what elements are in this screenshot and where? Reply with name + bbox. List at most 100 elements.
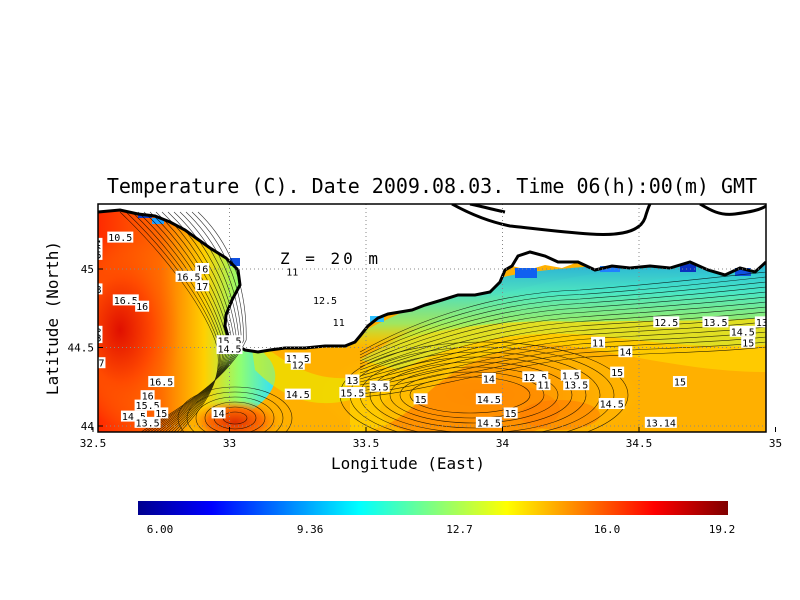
contour-label: 15 xyxy=(610,366,625,379)
y-tick-label: 45 xyxy=(81,263,94,276)
contour-label: 14.5 xyxy=(216,343,243,356)
svg-text:11: 11 xyxy=(537,381,549,392)
y-axis: 44 44.5 45 xyxy=(68,263,103,433)
svg-text:16: 16 xyxy=(196,265,208,276)
contour-label: 17 xyxy=(92,357,106,370)
x-tick-label: 35 xyxy=(769,437,782,450)
svg-text:14.5: 14.5 xyxy=(477,418,501,429)
contour-label: 16 xyxy=(195,263,210,276)
contour-label: 14 xyxy=(481,372,496,385)
contour-label: 15.5 xyxy=(216,335,243,348)
svg-text:11: 11 xyxy=(333,318,345,329)
contour-label: 15.5 xyxy=(134,399,161,412)
contour-label: 15 xyxy=(154,407,169,420)
svg-text:1.5: 1.5 xyxy=(562,371,580,382)
contour-labels: 10.54551616.517816.516831716.51615.514.5… xyxy=(92,231,796,429)
contour-label: 1.5 xyxy=(560,369,581,382)
plot-frame xyxy=(97,203,767,433)
contour-label: 3.5 xyxy=(369,380,390,393)
colorbar-tick-label: 6.00 xyxy=(147,523,174,536)
colorbar-tick-label: 12.7 xyxy=(446,523,473,536)
svg-text:16.5: 16.5 xyxy=(114,296,138,307)
svg-text:15: 15 xyxy=(505,409,517,420)
contour-label: 15.5 xyxy=(339,387,366,400)
svg-text:3.5: 3.5 xyxy=(371,382,389,393)
svg-text:14.5: 14.5 xyxy=(731,327,755,338)
contour-label: 17 xyxy=(195,280,210,293)
svg-text:15.5: 15.5 xyxy=(217,337,241,348)
svg-text:12.5: 12.5 xyxy=(523,373,547,384)
svg-text:17: 17 xyxy=(92,359,104,370)
svg-text:16: 16 xyxy=(136,302,148,313)
svg-text:11: 11 xyxy=(286,268,298,279)
contour-label: 16 xyxy=(140,390,155,403)
svg-text:13.5: 13.5 xyxy=(136,418,160,429)
svg-text:14.5: 14.5 xyxy=(286,390,310,401)
contour-label: 10.5 xyxy=(107,231,134,244)
contour-label: 13.5 xyxy=(134,416,161,429)
colorbar-tick-label: 16.0 xyxy=(594,523,621,536)
svg-text:14.5: 14.5 xyxy=(600,400,624,411)
svg-text:5: 5 xyxy=(95,250,101,261)
svg-text:3: 3 xyxy=(95,334,101,345)
chart-title: Temperature (C). Date 2009.08.03. Time 0… xyxy=(107,174,757,198)
contour-label: 14 xyxy=(211,407,226,420)
contour-label: 3 xyxy=(95,332,103,345)
svg-text:11: 11 xyxy=(592,338,604,349)
x-axis-label: Longitude (East) xyxy=(331,454,485,473)
svg-text:12: 12 xyxy=(292,360,304,371)
colorbar-gradient xyxy=(138,501,728,515)
colorbar: 6.00 9.36 12.7 16.0 19.2 xyxy=(138,501,735,536)
contour-label: 11 xyxy=(285,266,300,279)
contour-label: 14.5 xyxy=(475,393,502,406)
svg-text:13: 13 xyxy=(346,376,358,387)
svg-text:14.5: 14.5 xyxy=(217,345,241,356)
contour-label: 12.5 xyxy=(522,371,549,384)
y-tick-label: 44.5 xyxy=(68,342,95,355)
contour-label: 13.5 xyxy=(563,379,590,392)
contour-label: 15 xyxy=(741,336,756,349)
svg-text:14: 14 xyxy=(213,409,225,420)
contour-label: 14.5 xyxy=(284,388,311,401)
contour-label: 14.5 xyxy=(729,325,756,338)
contour-label: 16.5 xyxy=(175,270,202,283)
svg-text:14.5: 14.5 xyxy=(122,412,146,423)
contour-label: 15 xyxy=(503,407,518,420)
depth-annotation: Z = 20 m xyxy=(280,249,381,268)
contour-label: 8 xyxy=(95,283,103,296)
svg-text:15: 15 xyxy=(155,409,167,420)
contour-label: 13.5 xyxy=(702,316,729,329)
svg-text:8: 8 xyxy=(95,285,101,296)
svg-text:14: 14 xyxy=(619,348,631,359)
contour-label: 16 xyxy=(782,392,796,405)
svg-text:12.5: 12.5 xyxy=(654,318,678,329)
contour-label: 13 xyxy=(345,374,360,387)
contour-label: 16.5 xyxy=(112,294,139,307)
colorbar-tick-label: 19.2 xyxy=(709,523,736,536)
x-tick-label: 34.5 xyxy=(626,437,653,450)
x-tick-label: 34 xyxy=(496,437,510,450)
svg-text:13.14: 13.14 xyxy=(646,418,676,429)
svg-text:16: 16 xyxy=(142,392,154,403)
y-axis-label: Latitude (North) xyxy=(43,241,62,395)
svg-text:14.5: 14.5 xyxy=(477,395,501,406)
svg-text:15.5: 15.5 xyxy=(136,401,160,412)
x-tick-label: 32.5 xyxy=(80,437,107,450)
svg-text:13.5: 13.5 xyxy=(703,318,727,329)
contour-label: 15 xyxy=(672,376,687,389)
contour-label: 5 xyxy=(95,248,103,261)
contour-label: 11 xyxy=(591,336,606,349)
contour-label: 14 xyxy=(618,346,633,359)
contour-label: 11 xyxy=(536,379,551,392)
svg-text:16.5: 16.5 xyxy=(177,272,201,283)
coastline xyxy=(98,208,766,354)
contour-label: 14.5 xyxy=(120,410,147,423)
contour-label: 14.5 xyxy=(598,398,625,411)
contour-label: 12.5 xyxy=(653,316,680,329)
svg-text:14: 14 xyxy=(483,374,495,385)
svg-text:17: 17 xyxy=(196,282,208,293)
x-tick-label: 33 xyxy=(223,437,236,450)
svg-text:16.5: 16.5 xyxy=(149,378,173,389)
y-tick-label: 44 xyxy=(81,420,95,433)
svg-text:13.5: 13.5 xyxy=(564,381,588,392)
